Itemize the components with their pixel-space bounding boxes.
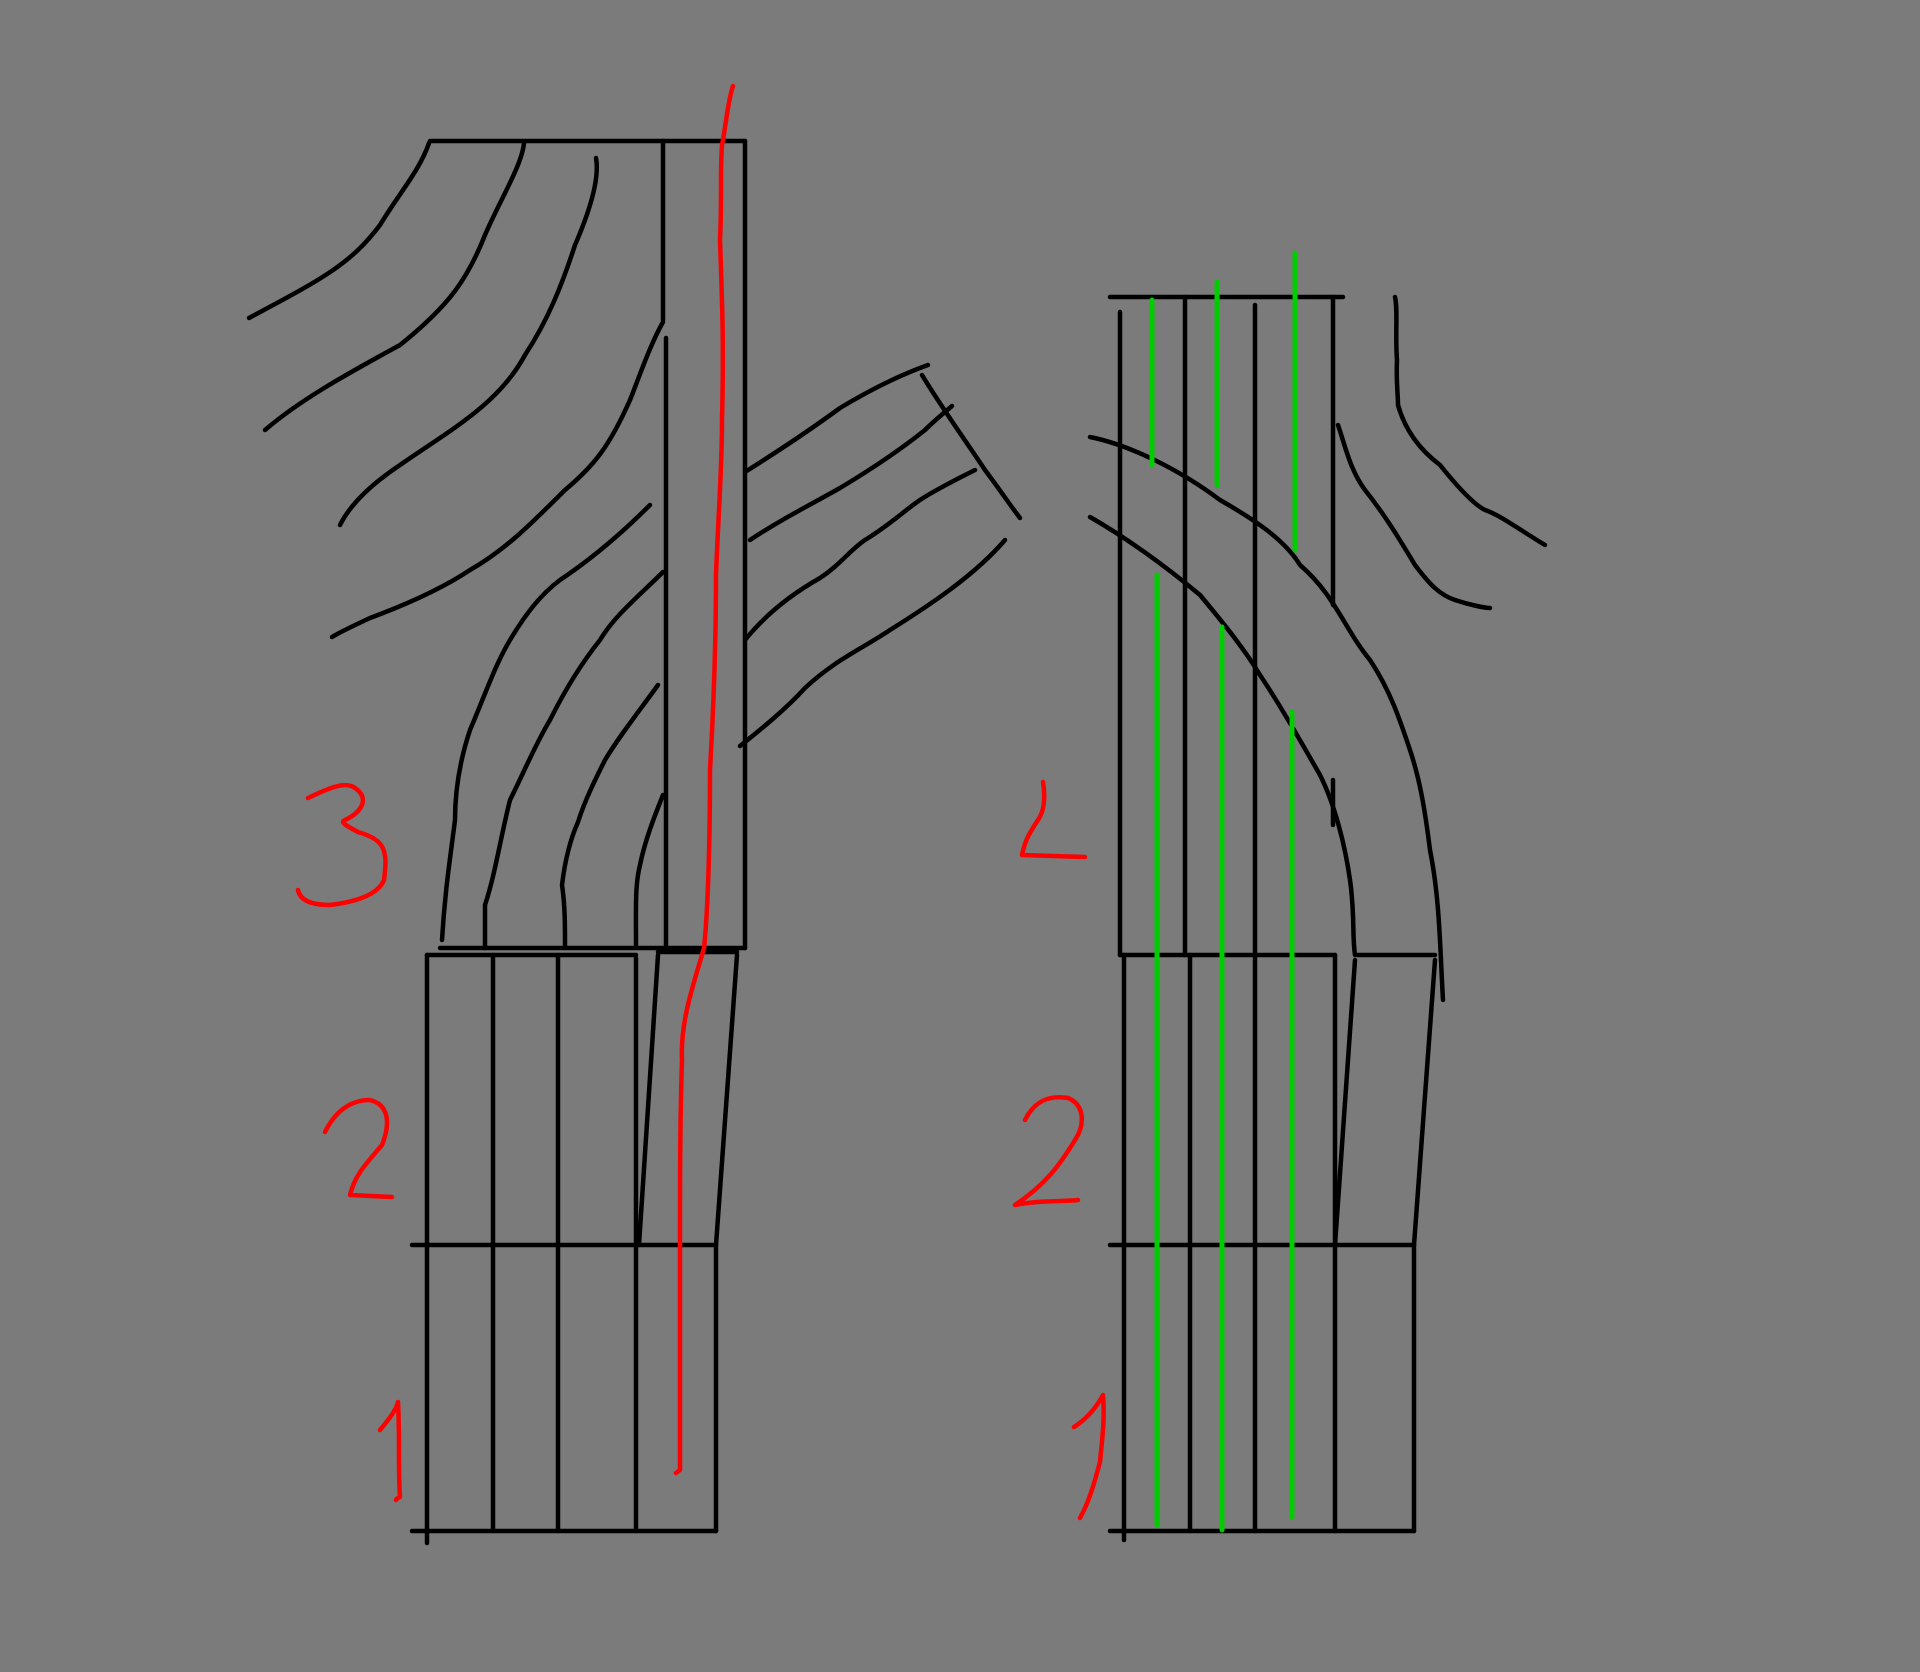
right-lane-label-2	[1012, 1095, 1084, 1208]
right-grid-taper-line	[1332, 957, 1358, 1248]
left-curve	[329, 319, 666, 640]
left-grid-taper-line	[713, 952, 740, 1248]
left-lane-grid	[409, 138, 748, 1546]
right-right-turn-curves	[1335, 294, 1548, 611]
left-curve	[337, 155, 599, 528]
left-label-3-text: 3	[0, 0, 1, 2]
right-label-2-text: 2	[0, 0, 1, 2]
right-label-L-text: L	[0, 0, 1, 2]
right-left-turn-band	[1087, 434, 1446, 1003]
left-curve	[262, 140, 527, 433]
right-lane-labels	[1012, 779, 1106, 1521]
right-lane-grid	[1107, 294, 1438, 1543]
right-curve	[742, 362, 931, 475]
left-turn-curves-upper	[246, 140, 666, 640]
right-curve	[737, 537, 1008, 749]
left-sketch	[246, 83, 1023, 1546]
right-lane-label-L	[1019, 779, 1088, 860]
left-lane-labels	[295, 782, 403, 1503]
left-curve	[633, 792, 666, 948]
left-label-1-text: 1	[0, 0, 1, 2]
left-lane-label-3	[295, 782, 388, 908]
left-right-turn-curves	[737, 362, 1023, 749]
right-curve	[742, 467, 978, 643]
left-curve	[246, 140, 432, 321]
left-grid-taper-line	[636, 952, 661, 1248]
right-curve	[747, 403, 955, 543]
right-curve	[1335, 422, 1493, 611]
right-sketch	[1012, 250, 1548, 1543]
left-lane-label-1	[377, 1399, 403, 1503]
left-lane-label-2	[322, 1097, 395, 1200]
left-turn-curves-lower	[439, 502, 666, 951]
left-vehicle-path	[673, 83, 736, 1476]
right-label-1-text: 1	[0, 0, 1, 2]
right-curve-end	[919, 372, 1023, 521]
left-curve	[559, 682, 661, 948]
left-turn-outer-edge	[1087, 434, 1446, 1003]
left-curve	[482, 569, 666, 951]
right-curve	[1392, 294, 1548, 548]
right-grid-taper-line	[1411, 957, 1438, 1248]
left-curve	[439, 502, 653, 943]
right-green-paths	[1149, 250, 1298, 1533]
right-lane-label-1	[1071, 1392, 1106, 1521]
left-turn-inner-edge	[1087, 514, 1358, 958]
left-label-2-text: 2	[0, 0, 1, 2]
